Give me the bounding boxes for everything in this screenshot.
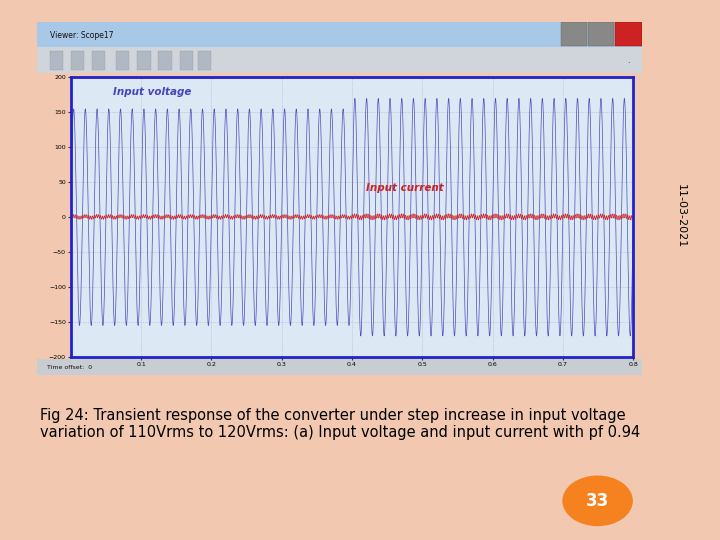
- Bar: [588, 22, 614, 46]
- Bar: [179, 51, 193, 70]
- Circle shape: [563, 476, 632, 525]
- Bar: [158, 51, 171, 70]
- Text: 33: 33: [586, 492, 609, 510]
- Bar: [561, 22, 588, 46]
- Bar: [615, 22, 642, 46]
- Bar: [37, 360, 642, 375]
- Text: Fig 24: Transient response of the converter under step increase in input voltage: Fig 24: Transient response of the conver…: [40, 408, 640, 440]
- Bar: [116, 51, 130, 70]
- Bar: [138, 51, 150, 70]
- Text: .: .: [627, 56, 630, 65]
- Text: Input current: Input current: [366, 183, 444, 193]
- Bar: [92, 51, 105, 70]
- Bar: [71, 51, 84, 70]
- Text: Input voltage: Input voltage: [113, 87, 192, 97]
- Text: Time offset:  0: Time offset: 0: [47, 365, 91, 370]
- Bar: [198, 51, 211, 70]
- Text: 11-03-2021: 11-03-2021: [675, 184, 685, 248]
- Text: Viewer: Scope17: Viewer: Scope17: [50, 31, 113, 39]
- Bar: [50, 51, 63, 70]
- Bar: [37, 48, 642, 73]
- Bar: [37, 22, 642, 48]
